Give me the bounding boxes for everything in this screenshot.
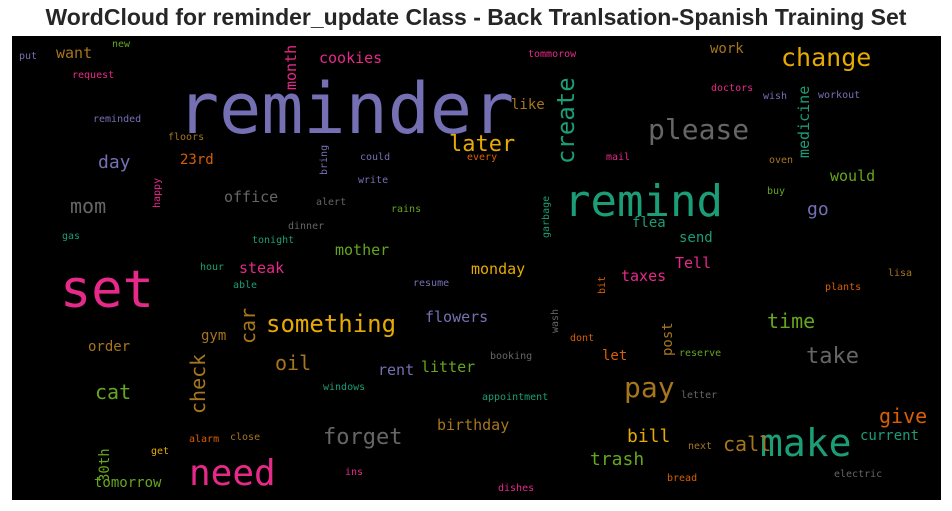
word-bill: bill [627, 426, 671, 447]
word-appointment: appointment [482, 392, 549, 403]
word-trash: trash [590, 449, 645, 470]
word-hour: hour [200, 262, 225, 273]
word-bread: bread [667, 473, 698, 484]
word-day: day [98, 152, 131, 173]
word-bit: bit [597, 275, 608, 294]
word-want: want [56, 44, 93, 62]
word-30th: 30th [97, 448, 113, 482]
word-lisa: lisa [888, 268, 913, 279]
word-reminder: reminder [177, 68, 515, 150]
word-rains: rains [391, 204, 422, 215]
word-close: close [230, 432, 261, 443]
word-windows: windows [323, 382, 366, 393]
word-remind: remind [564, 176, 723, 227]
word-birthday: birthday [437, 416, 510, 434]
word-taxes: taxes [621, 267, 667, 285]
word-would: would [830, 167, 876, 185]
word-bring: bring [319, 144, 330, 175]
word-gym: gym [201, 328, 227, 344]
word-post: post [660, 322, 676, 356]
word-take: take [806, 344, 859, 369]
word-go: go [807, 199, 829, 220]
word-set: set [60, 260, 154, 320]
word-able: able [233, 280, 258, 291]
word-new: new [112, 39, 131, 50]
word-order: order [88, 339, 131, 355]
word-flea: flea [632, 215, 666, 231]
word-mother: mother [335, 241, 390, 259]
word-oven: oven [769, 155, 794, 166]
word-forget: forget [323, 425, 403, 450]
word-dont: dont [570, 333, 595, 344]
word-change: change [781, 43, 872, 72]
word-work: work [710, 41, 744, 57]
word-let: let [602, 348, 628, 364]
word-reminded: reminded [93, 114, 142, 125]
word-alarm: alarm [189, 434, 220, 445]
word-something: something [266, 310, 397, 338]
word-later: later [449, 132, 516, 157]
word-reserve: reserve [679, 348, 722, 359]
word-check: check [186, 353, 210, 414]
word-steak: steak [239, 259, 285, 277]
word-doctors: doctors [711, 83, 754, 94]
word-give: give [879, 404, 928, 428]
word-time: time [767, 309, 816, 333]
word-workout: workout [818, 90, 861, 101]
word-car: car [236, 307, 260, 344]
word-every: every [467, 152, 498, 163]
chart-title: WordCloud for reminder_update Class - Ba… [45, 4, 907, 30]
word-electric: electric [834, 469, 883, 480]
word-oil: oil [275, 351, 312, 375]
word-tommorow: tommorow [528, 49, 577, 60]
word-could: could [360, 152, 391, 163]
word-make: make [760, 421, 852, 465]
word-next: next [688, 441, 713, 452]
word-tonight: tonight [252, 235, 295, 246]
word-alert: alert [316, 197, 347, 208]
word-cookies: cookies [319, 49, 383, 67]
word-call: call [723, 432, 772, 456]
word-gas: gas [62, 231, 81, 242]
word-ins: ins [345, 467, 364, 478]
word-get: get [151, 446, 170, 457]
word-resume: resume [413, 278, 450, 289]
word-mom: mom [70, 194, 107, 218]
word-like: like [511, 97, 545, 113]
word-current: current [860, 428, 920, 444]
word-dinner: dinner [288, 221, 325, 232]
word-letter: letter [681, 390, 718, 401]
word-booking: booking [490, 351, 533, 362]
word-please: please [648, 113, 750, 146]
word-wash: wash [550, 308, 561, 333]
word-request: request [72, 70, 115, 81]
word-month: month [282, 44, 300, 90]
word-write: write [358, 175, 389, 186]
word-cat: cat [95, 380, 132, 404]
word-mail: mail [606, 152, 631, 163]
word-litter: litter [421, 358, 476, 376]
word-create: create [552, 77, 580, 164]
word-need: need [189, 453, 276, 494]
word-tell: Tell [675, 254, 712, 272]
wordcloud-canvas: reminder set remind make need please change cre… [12, 36, 941, 500]
word-send: send [679, 230, 713, 246]
word-floors: floors [168, 132, 205, 143]
word-plants: plants [825, 282, 862, 293]
word-flowers: flowers [425, 308, 489, 326]
word-put: put [19, 51, 38, 62]
word-tomorrow: tomorrow [94, 475, 162, 491]
word-monday: monday [471, 260, 526, 278]
word-wish: wish [763, 91, 788, 102]
word-pay: pay [624, 371, 675, 404]
word-office: office [224, 188, 279, 206]
word-buy: buy [767, 186, 786, 197]
word-happy: happy [152, 177, 163, 208]
word-rent: rent [378, 361, 415, 379]
word-garbage: garbage [541, 195, 552, 238]
word-23rd: 23rd [180, 152, 214, 168]
word-dishes: dishes [498, 483, 535, 494]
word-medicine: medicine [795, 85, 813, 158]
